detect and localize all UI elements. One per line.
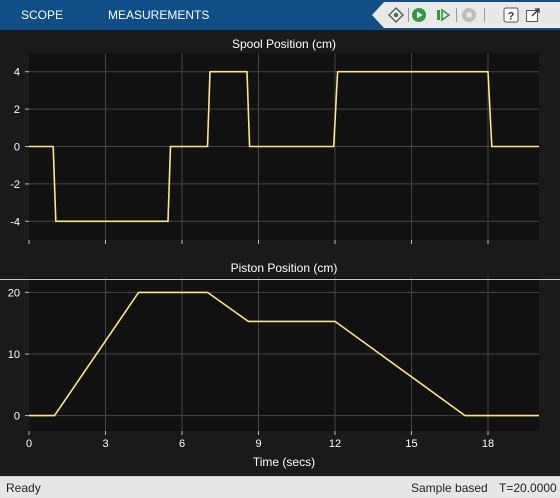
step-forward-icon[interactable] xyxy=(435,7,451,23)
tab-measurements[interactable]: MEASUREMENTS xyxy=(108,8,210,22)
toolbar-separator xyxy=(408,8,409,22)
toolbar-separator xyxy=(484,8,485,22)
piston-xtick-label: 9 xyxy=(255,438,261,450)
toolstrip: SCOPE MEASUREMENTS xyxy=(0,0,560,30)
undock-icon[interactable] xyxy=(525,7,541,23)
scope-plot-area: Spool Position (cm) -4 -2 0 2 4 Piston Positio… xyxy=(0,30,560,476)
tab-scope[interactable]: SCOPE xyxy=(20,8,63,22)
piston-title: Piston Position (cm) xyxy=(231,261,338,275)
spool-ytick-label: -2 xyxy=(10,179,20,191)
status-bar: Ready Sample based T=20.0000 xyxy=(0,476,560,498)
piston-ytick-label: 10 xyxy=(8,349,20,361)
highlight-blocks-icon[interactable] xyxy=(388,7,404,23)
spool-ytick-label: -4 xyxy=(10,216,20,228)
scope-charts: Spool Position (cm) -4 -2 0 2 4 Piston Positio… xyxy=(8,37,539,469)
spool-title: Spool Position (cm) xyxy=(232,37,336,51)
status-text: Ready xyxy=(6,481,41,495)
stop-icon[interactable] xyxy=(461,7,477,23)
svg-text:?: ? xyxy=(508,11,515,23)
piston-ytick-label: 20 xyxy=(8,287,20,299)
piston-xtick-label: 18 xyxy=(482,438,494,450)
piston-xtick-label: 15 xyxy=(405,438,417,450)
help-icon[interactable]: ? xyxy=(503,7,519,23)
spool-ytick-label: 2 xyxy=(14,104,20,116)
toolbar-separator xyxy=(456,8,457,22)
piston-xaxis-label: Time (secs) xyxy=(253,455,315,469)
piston-trace-line xyxy=(29,291,539,417)
piston-xtick-label: 12 xyxy=(329,438,341,450)
piston-xtick-label: 6 xyxy=(179,438,185,450)
sample-mode-text: Sample based xyxy=(411,481,488,495)
spool-ytick-label: 0 xyxy=(14,142,20,154)
piston-xtick-label: 0 xyxy=(26,438,32,450)
spool-ytick-label: 4 xyxy=(14,67,20,79)
run-icon[interactable] xyxy=(411,7,427,23)
quick-access-toolbar: ? xyxy=(372,2,560,28)
plot-divider xyxy=(0,279,560,280)
piston-ytick-label: 0 xyxy=(14,411,20,423)
piston-xtick-label: 3 xyxy=(102,438,108,450)
spool-trace-line xyxy=(29,70,539,223)
simulation-time-text: T=20.0000 xyxy=(499,481,557,495)
